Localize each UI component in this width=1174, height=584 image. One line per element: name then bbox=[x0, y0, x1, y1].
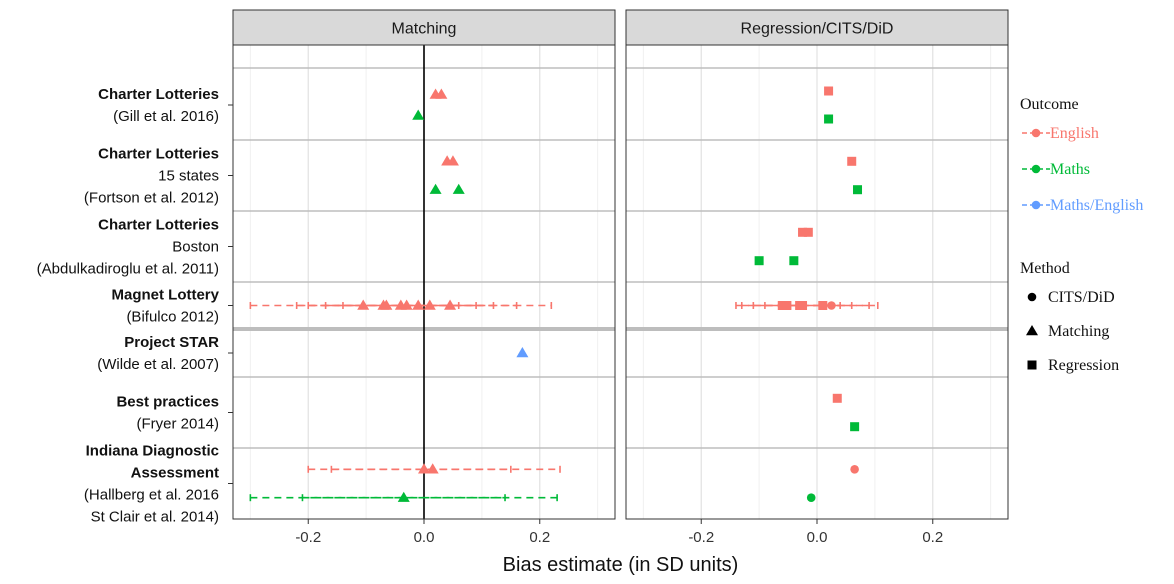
legend-method-key bbox=[1026, 325, 1038, 336]
legend-method-key bbox=[1027, 292, 1037, 302]
data-point bbox=[798, 227, 808, 237]
study-label-fortson: (Fortson et al. 2012) bbox=[84, 190, 219, 207]
data-point bbox=[397, 491, 410, 502]
data-point bbox=[850, 422, 860, 432]
data-point bbox=[444, 299, 457, 310]
x-tick-label: 0.0 bbox=[807, 529, 828, 546]
data-point bbox=[754, 256, 764, 266]
x-tick-label: 0.2 bbox=[529, 529, 550, 546]
legend-key-point bbox=[1031, 128, 1041, 138]
study-label-indiana: Assessment bbox=[131, 465, 219, 482]
data-point bbox=[798, 301, 808, 310]
data-point bbox=[412, 109, 425, 120]
data-point bbox=[818, 301, 828, 310]
x-tick-label: -0.2 bbox=[688, 529, 714, 546]
data-point bbox=[777, 301, 787, 310]
study-label-indiana: Indiana Diagnostic bbox=[86, 443, 219, 460]
data-point bbox=[847, 156, 857, 166]
data-point bbox=[429, 183, 442, 194]
legend-outcome-label: Maths/English bbox=[1050, 197, 1143, 214]
points-layer bbox=[357, 86, 863, 503]
data-point bbox=[452, 183, 465, 194]
data-point bbox=[824, 114, 834, 124]
legend-layer: Outcome English Maths Maths/English Method CI… bbox=[1020, 96, 1143, 374]
panels-layer bbox=[228, 9, 1009, 524]
study-label-indiana: St Clair et al. 2014) bbox=[91, 509, 219, 526]
legend-method-label: Regression bbox=[1048, 357, 1119, 374]
facet-title-matching: Matching bbox=[392, 21, 457, 38]
facet-strip-matching bbox=[232, 9, 616, 46]
data-point bbox=[803, 227, 813, 237]
facet-strip-regression bbox=[625, 9, 1009, 46]
study-label-bifulco: Magnet Lottery bbox=[111, 287, 219, 304]
x-tick-label: 0.2 bbox=[922, 529, 943, 546]
data-point bbox=[827, 301, 836, 310]
study-label-fryer: Best practices bbox=[116, 394, 219, 411]
data-point bbox=[789, 256, 799, 266]
data-point bbox=[435, 88, 448, 99]
data-point bbox=[418, 463, 430, 474]
data-point bbox=[853, 185, 863, 195]
data-point bbox=[423, 299, 436, 310]
study-label-wilde: Project STAR bbox=[124, 334, 219, 351]
legend-key-point bbox=[1031, 164, 1041, 174]
legend-outcome-title: Outcome bbox=[1020, 96, 1079, 113]
legend-method-label: CITS/DiD bbox=[1048, 289, 1115, 306]
study-label-gill: (Gill et al. 2016) bbox=[113, 108, 219, 125]
study-label-abdul: Charter Lotteries bbox=[98, 217, 219, 234]
data-point bbox=[380, 299, 393, 310]
study-label-bifulco: (Bifulco 2012) bbox=[126, 309, 219, 326]
data-point bbox=[782, 301, 792, 310]
legend-method-label: Matching bbox=[1048, 323, 1109, 340]
legend-key-point bbox=[1031, 200, 1041, 210]
study-label-abdul: Boston bbox=[172, 239, 219, 256]
data-point bbox=[412, 299, 425, 310]
data-point bbox=[824, 86, 834, 96]
study-label-wilde: (Wilde et al. 2007) bbox=[97, 356, 219, 373]
legend-outcome-label: English bbox=[1050, 125, 1099, 142]
study-label-fryer: (Fryer 2014) bbox=[136, 416, 219, 433]
legend-outcome-label: Maths bbox=[1050, 161, 1090, 178]
legend-method-title: Method bbox=[1020, 260, 1070, 277]
data-point bbox=[400, 299, 413, 310]
x-tick-label: -0.2 bbox=[295, 529, 321, 546]
study-label-gill: Charter Lotteries bbox=[98, 86, 219, 103]
data-point bbox=[832, 393, 842, 403]
x-tick-label: 0.0 bbox=[414, 529, 435, 546]
data-point bbox=[446, 155, 459, 166]
data-point bbox=[516, 347, 529, 358]
study-label-fortson: Charter Lotteries bbox=[98, 146, 219, 163]
study-label-fortson: 15 states bbox=[158, 168, 219, 185]
x-axis-title: Bias estimate (in SD units) bbox=[503, 554, 739, 576]
facet-title-regression: Regression/CITS/DiD bbox=[741, 21, 894, 38]
data-point bbox=[806, 493, 816, 503]
data-point bbox=[426, 463, 439, 474]
legend-method-key bbox=[1027, 360, 1037, 370]
text-layer: Matching -0.2 0.0 0.2 Regression/CITS/DiD -0.… bbox=[37, 21, 944, 577]
study-label-indiana: (Hallberg et al. 2016 bbox=[84, 487, 219, 504]
data-point bbox=[850, 465, 859, 474]
study-label-abdul: (Abdulkadiroglu et al. 2011) bbox=[37, 261, 219, 278]
data-point bbox=[357, 299, 370, 310]
